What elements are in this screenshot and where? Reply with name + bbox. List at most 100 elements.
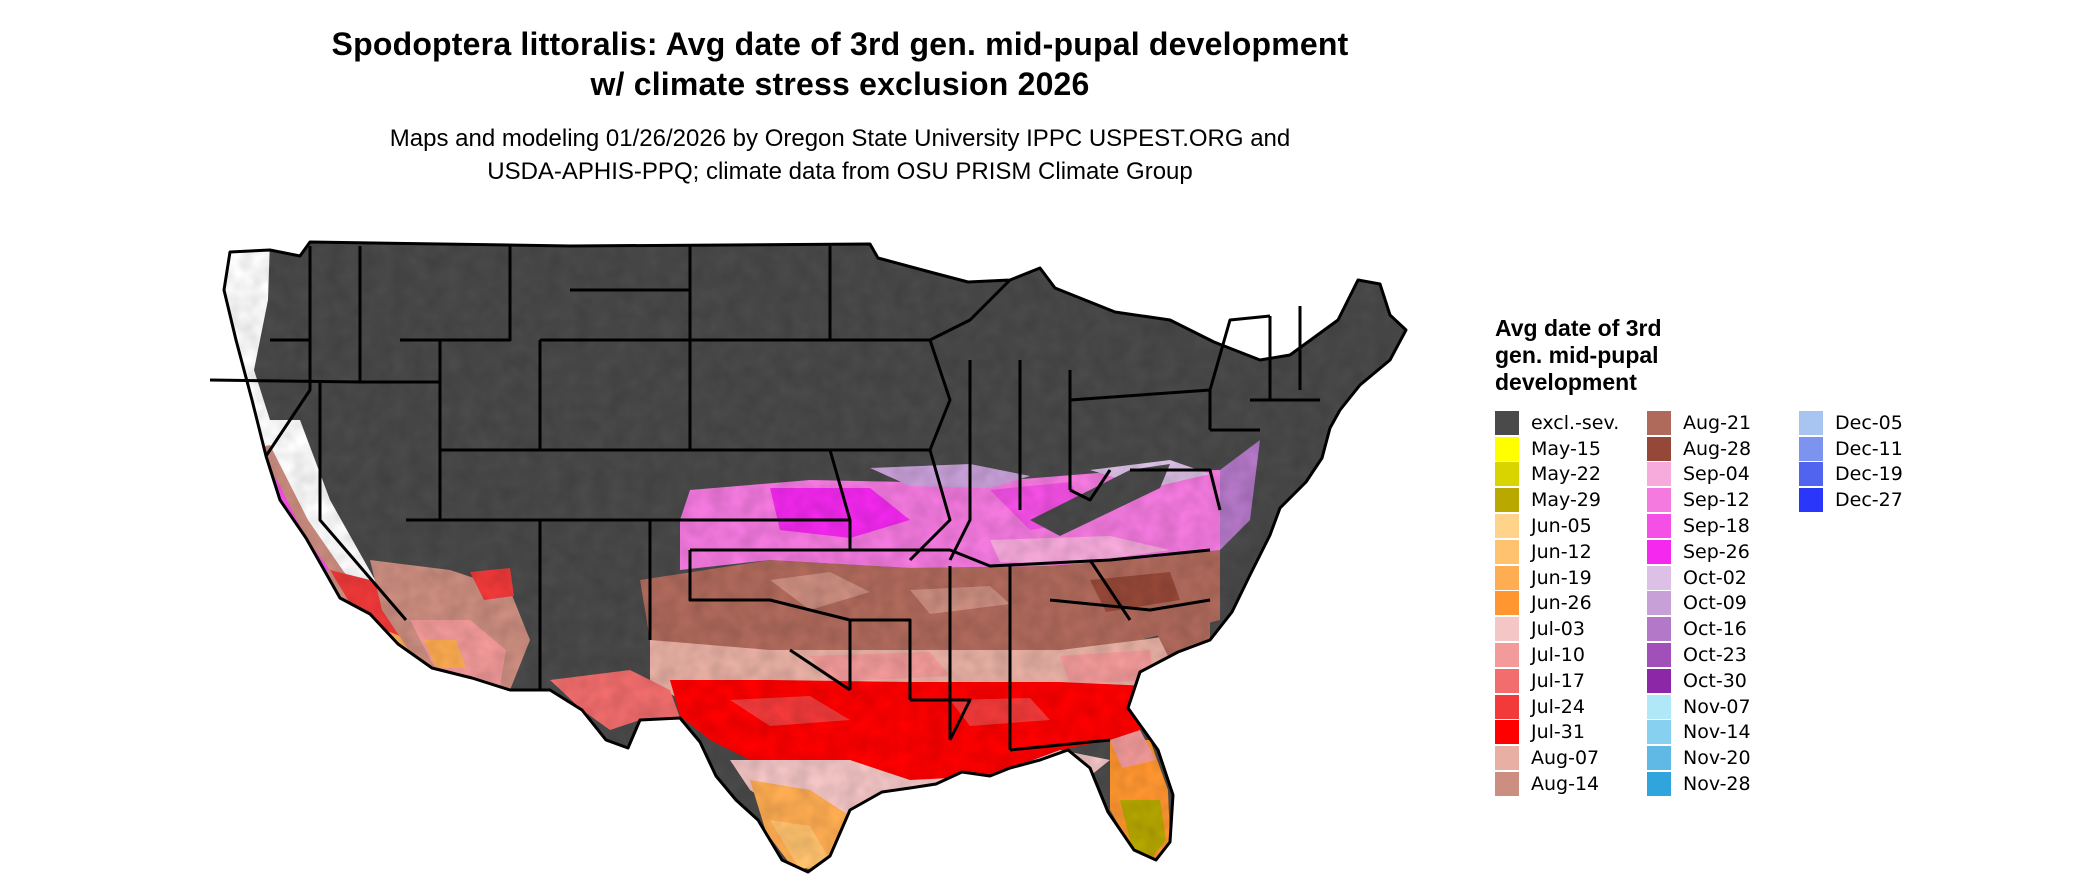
legend-swatch: [1799, 462, 1823, 487]
border-ca-nv: [318, 382, 408, 621]
legend-item: Sep-26: [1647, 539, 1799, 565]
legend-swatch: [1495, 720, 1519, 745]
legend-title-line-1: Avg date of 3rd: [1495, 315, 1662, 341]
state-borders: [210, 240, 1408, 874]
legend-item: May-15: [1495, 436, 1647, 462]
border-tn-ky-va: [850, 548, 1211, 568]
legend-item: Sep-12: [1647, 487, 1799, 513]
legend-item: Aug-07: [1495, 745, 1647, 771]
legend-label: Dec-05: [1835, 411, 1903, 434]
legend-label: Jul-10: [1531, 644, 1585, 667]
map-subtitle-line-1: Maps and modeling 01/26/2026 by Oregon S…: [389, 125, 1291, 152]
border-ny-vt: [1208, 314, 1271, 391]
legend-item: Jul-24: [1495, 694, 1647, 720]
us-map: [210, 220, 1470, 892]
legend-column: Dec-05 Dec-11 Dec-19 Dec-27: [1799, 410, 1951, 797]
legend-title: Avg date of 3rd gen. mid-pupal developme…: [1495, 315, 1725, 396]
legend-swatch: [1495, 772, 1519, 797]
legend-label: Sep-18: [1683, 515, 1750, 538]
legend-swatch: [1799, 410, 1823, 435]
legend-label: Oct-30: [1683, 669, 1747, 692]
legend-item: Oct-23: [1647, 642, 1799, 668]
legend-label: Aug-07: [1531, 747, 1600, 770]
legend-label: Sep-04: [1683, 463, 1750, 486]
map-title: Spodoptera littoralis: Avg date of 3rd g…: [240, 24, 1440, 104]
legend-swatch: [1647, 746, 1671, 771]
legend-swatch: [1495, 668, 1519, 693]
legend-label: May-15: [1531, 437, 1601, 460]
legend-swatch: [1495, 565, 1519, 590]
legend-item: Dec-05: [1799, 410, 1951, 436]
legend-swatch: [1647, 436, 1671, 461]
map-texture-overlay: [224, 242, 1406, 872]
us-map-svg: [210, 240, 1408, 874]
legend-swatch: [1647, 488, 1671, 513]
legend-label: Jun-19: [1531, 566, 1592, 589]
legend-item: Oct-09: [1647, 591, 1799, 617]
legend-swatch: [1647, 668, 1671, 693]
legend-swatch: [1495, 591, 1519, 616]
legend-swatch: [1495, 488, 1519, 513]
border-il-mo: [908, 449, 952, 562]
legend-item: Jun-19: [1495, 565, 1647, 591]
legend-column: excl.-sev. May-15 May-22 May-29 Jun-05 Jun-12…: [1495, 410, 1647, 797]
border-nc-sc: [1049, 598, 1211, 612]
legend-item: Nov-07: [1647, 694, 1799, 720]
legend-item: Oct-16: [1647, 616, 1799, 642]
legend-label: Nov-20: [1683, 747, 1751, 770]
legend-label: Nov-07: [1683, 695, 1751, 718]
legend-label: excl.-sev.: [1531, 411, 1620, 434]
legend-item: Jul-10: [1495, 642, 1647, 668]
legend-item: Jul-03: [1495, 616, 1647, 642]
legend-label: Nov-28: [1683, 773, 1751, 796]
legend-item: Sep-04: [1647, 462, 1799, 488]
border-la-ms: [910, 698, 972, 741]
border-wi-mi: [929, 278, 1012, 342]
legend-item: Aug-28: [1647, 436, 1799, 462]
legend-item: Dec-11: [1799, 436, 1951, 462]
legend-item: Nov-28: [1647, 771, 1799, 797]
legend-swatch: [1495, 410, 1519, 435]
border-wa-or-id: [264, 246, 312, 457]
border-ks-ok: [680, 518, 852, 552]
map-title-line-2: w/ climate stress exclusion 2026: [590, 66, 1090, 102]
legend-label: Jun-05: [1531, 515, 1592, 538]
legend-label: Dec-19: [1835, 463, 1903, 486]
legend-swatch: [1495, 643, 1519, 668]
legend-item: Sep-18: [1647, 513, 1799, 539]
legend-label: May-22: [1531, 463, 1601, 486]
border-md-va: [1130, 468, 1222, 511]
legend-swatch: [1647, 617, 1671, 642]
legend-swatch: [1647, 565, 1671, 590]
legend-item: excl.-sev.: [1495, 410, 1647, 436]
legend-swatch: [1495, 514, 1519, 539]
legend-swatch: [1647, 410, 1671, 435]
map-fill-layer: [224, 242, 1406, 872]
legend-swatch: [1495, 694, 1519, 719]
legend-swatch: [1799, 436, 1823, 461]
legend-label: Aug-14: [1531, 773, 1600, 796]
map-title-line-1: Spodoptera littoralis: Avg date of 3rd g…: [331, 26, 1349, 62]
legend-label: Aug-28: [1683, 437, 1752, 460]
legend-swatch: [1495, 746, 1519, 771]
legend-label: Sep-12: [1683, 489, 1750, 512]
legend-swatch: [1647, 591, 1671, 616]
legend-label: Jun-12: [1531, 540, 1592, 563]
map-subtitle-line-2: USDA-APHIS-PPQ; climate data from OSU PR…: [487, 158, 1193, 185]
legend-label: Jun-26: [1531, 592, 1592, 615]
legend-label: Nov-14: [1683, 721, 1751, 744]
legend-item: Oct-30: [1647, 668, 1799, 694]
legend-label: Dec-11: [1835, 437, 1903, 460]
legend-item: Dec-19: [1799, 462, 1951, 488]
border-sc-ga: [1088, 559, 1132, 621]
border-wy-sd-ne: [540, 338, 692, 452]
legend-swatch: [1647, 514, 1671, 539]
legend-swatch: [1495, 539, 1519, 564]
legend-item: Jun-26: [1495, 591, 1647, 617]
border-ok-tx: [789, 648, 851, 692]
legend-label: Oct-09: [1683, 592, 1747, 615]
legend-item: Jul-31: [1495, 720, 1647, 746]
legend-swatch: [1647, 539, 1671, 564]
legend-label: Jul-24: [1531, 695, 1585, 718]
legend-label: Dec-27: [1835, 489, 1903, 512]
